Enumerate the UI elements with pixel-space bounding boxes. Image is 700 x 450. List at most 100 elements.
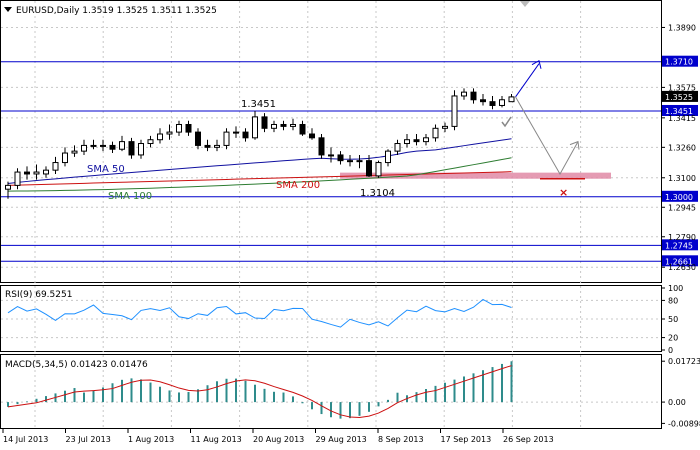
candle-body	[71, 150, 78, 154]
level-price-text: 1.3710	[665, 58, 693, 67]
candle-body	[442, 125, 448, 129]
time-tick-label: 17 Sep 2013	[441, 435, 492, 444]
price-tick-label: 1.2790	[668, 233, 696, 242]
bearish-arrowhead-icon	[569, 140, 580, 150]
rsi-axis: 100 80 50 20 0	[661, 284, 683, 355]
candle-body	[356, 160, 363, 163]
sma50-label: SMA 50	[87, 164, 125, 175]
moving-averages	[7, 138, 512, 192]
candle-body	[138, 143, 144, 156]
time-tick-label: 29 Aug 2013	[316, 435, 367, 444]
candle-body	[404, 139, 410, 145]
macd-axis: 0.01723 0.00 -0.00898	[661, 357, 700, 428]
current-price-text: 1.3525	[665, 93, 693, 102]
rsi-tick-label: 50	[668, 315, 678, 324]
candle-body	[195, 131, 201, 146]
candle-body	[366, 160, 372, 177]
rsi-line	[7, 298, 512, 328]
candle-body	[176, 123, 182, 133]
candle-body	[157, 133, 163, 141]
candle-body	[432, 127, 439, 139]
candle-body	[62, 152, 68, 164]
price-tick-label: 1.3100	[668, 174, 696, 183]
current-price-tag	[662, 90, 698, 102]
horizontal-levels[interactable]: 1.3710 1.3451 1.3000 1.2745 1.2661	[1, 55, 698, 267]
time-tick-label: 1 Aug 2013	[128, 435, 174, 444]
candle-body	[24, 171, 30, 175]
forecast-arrows	[501, 59, 580, 175]
level-price-tag	[662, 255, 698, 267]
rsi-plot	[1, 298, 661, 339]
candlesticks	[5, 88, 515, 199]
level-price-tag	[662, 55, 698, 67]
price-tick-label: 1.3890	[668, 23, 696, 32]
high-label: 1.3451	[241, 99, 276, 110]
sma100-label: SMA 100	[108, 191, 152, 202]
candle-body	[413, 139, 420, 143]
candle-body	[33, 171, 40, 175]
support-zone	[340, 172, 611, 180]
candle-body	[166, 131, 173, 135]
level-price-text: 1.3451	[665, 107, 693, 116]
candle-body	[90, 144, 97, 147]
price-axis: 1.3890 1.3575 1.3415 1.3260 1.3100 1.2945 1.27…	[661, 23, 698, 272]
candle-body	[280, 123, 287, 127]
sma200-label: SMA 200	[276, 180, 320, 191]
bullish-arrow-line	[515, 63, 540, 98]
rsi-tick-label: 100	[668, 284, 683, 293]
candle-body	[5, 184, 11, 190]
candle-body	[223, 131, 230, 146]
price-tick-label: 1.2945	[668, 203, 696, 212]
candle-body	[233, 131, 239, 134]
sma200-line	[7, 171, 512, 186]
price-tick-label: 1.3575	[668, 83, 696, 92]
candle-body	[451, 95, 458, 127]
rsi-header: RSI(9) 69.5251	[5, 290, 72, 300]
candle-body	[81, 144, 87, 152]
rsi-tick-label: 0	[668, 346, 673, 355]
candle-body	[375, 162, 382, 177]
price-tick-label: 1.3260	[668, 143, 696, 152]
candle-body	[309, 133, 315, 139]
candle-body	[185, 123, 192, 133]
candle-body	[347, 160, 353, 163]
time-axis: 14 Jul 2013 23 Jul 2013 1 Aug 2013 11 Aug 2…	[2, 429, 554, 444]
candle-body	[337, 154, 344, 162]
low-label: 1.3104	[360, 188, 395, 199]
level-price-tag	[662, 104, 698, 116]
main-panel-frame	[0, 0, 662, 283]
candle-body	[470, 91, 477, 101]
candle-body	[252, 116, 258, 139]
candle-body	[290, 123, 296, 127]
check-mark-icon	[501, 116, 512, 128]
candle-body	[385, 150, 391, 164]
candle-body	[394, 143, 401, 152]
time-tick-label: 11 Aug 2013	[191, 435, 242, 444]
level-price-text: 1.3000	[665, 193, 693, 202]
candle-body	[14, 171, 21, 186]
candle-body	[480, 99, 486, 103]
candle-body	[271, 123, 277, 129]
shift-marker-icon	[520, 1, 530, 7]
macd-signal-line	[7, 365, 512, 418]
candle-body	[261, 116, 268, 129]
support-zone-band	[340, 172, 611, 179]
time-tick-label: 26 Sep 2013	[503, 435, 554, 444]
rsi-tick-label: 80	[668, 296, 678, 305]
bullish-arrowhead-icon	[531, 59, 542, 69]
candle-body	[128, 141, 135, 156]
macd-header: MACD(5,34,5) 0.01423 0.01476	[5, 360, 148, 370]
rsi-tick-label: 20	[668, 334, 678, 343]
price-tick-label: 1.2630	[668, 263, 696, 272]
time-tick-label: 14 Jul 2013	[3, 435, 48, 444]
candle-body	[100, 144, 106, 147]
candle-body	[508, 96, 515, 103]
macd-tick-label: -0.00898	[668, 419, 700, 428]
candle-body	[43, 169, 49, 175]
candle-body	[147, 139, 154, 145]
candle-body	[328, 154, 334, 157]
level-price-tag	[662, 190, 698, 202]
level-price-text: 1.2745	[665, 241, 693, 250]
